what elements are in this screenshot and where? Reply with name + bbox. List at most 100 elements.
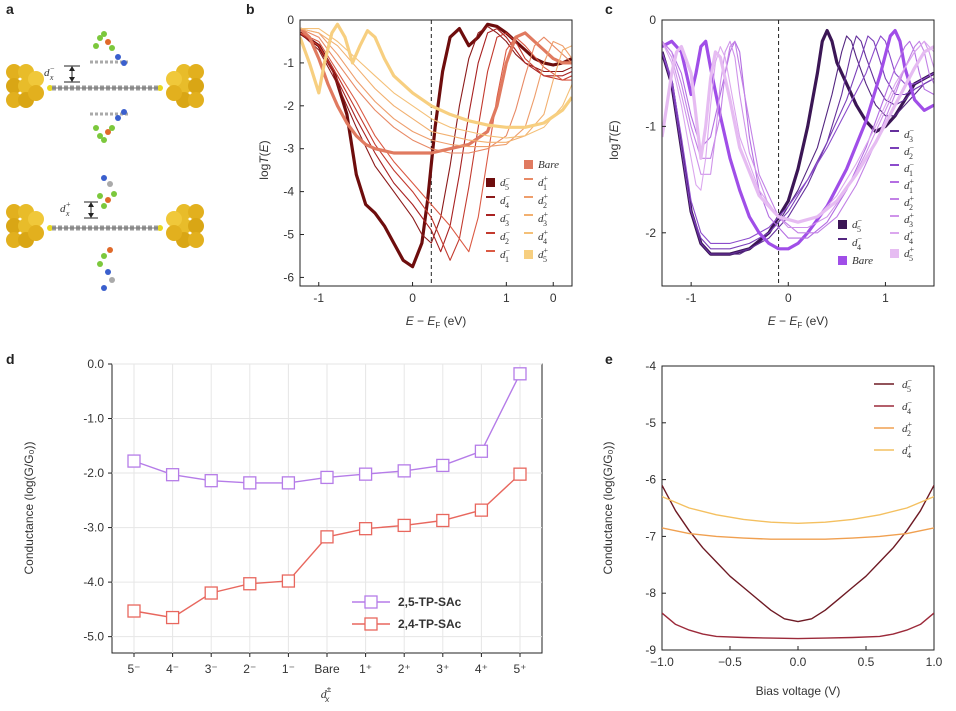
series-line-d2+ [662, 527, 934, 540]
x-tick-label: 1⁻ [282, 662, 295, 676]
chart-c-frame [661, 19, 935, 287]
legend-marker [364, 595, 378, 609]
series-line-d5- [300, 22, 572, 269]
data-point-marker [436, 513, 450, 528]
data-point-marker [474, 503, 489, 517]
y-tick-label: -5 [283, 228, 294, 242]
chart-d-grid [112, 363, 542, 653]
series-line-d4- [662, 612, 934, 640]
series-line-d4+ [662, 495, 934, 524]
series-line-d1+ [300, 28, 572, 154]
data-point-marker [320, 530, 334, 544]
legend-swatch [838, 220, 847, 229]
molecular-junction-illustration: d− x [6, 31, 204, 291]
chart-e-frame [661, 365, 935, 651]
chart-c-legend: d− 5d− 4 Bare d− 3d− 2d− 1d+ 1d+ 2d+ 3d+ 4d+ 5 [838, 126, 915, 267]
x-tick-label: 1.0 [926, 655, 943, 669]
ion-pair-below-top [90, 109, 130, 143]
series-line-d4- [300, 25, 572, 244]
y-tick-label: -3.0 [83, 521, 104, 535]
series-line-d5+ [662, 44, 934, 224]
data-point-marker [358, 522, 373, 536]
legend-item-label: d+ 5 [538, 246, 549, 264]
chart-c-series-group [662, 20, 934, 286]
series-line-d3- [300, 28, 572, 253]
chart-c-ticks: -1 0 1 0 -1 -2 [645, 13, 889, 305]
legend-item-label: d+ 1 [538, 174, 549, 192]
y-tick-label: -8 [645, 586, 656, 600]
series-line-d2+ [300, 28, 572, 148]
data-point-marker [436, 458, 450, 473]
data-point-marker [127, 454, 141, 468]
legend-item-label: d+ 2 [902, 420, 913, 438]
x-tick-label: Bare [314, 662, 340, 676]
legend-swatch [524, 250, 533, 259]
legend-swatch [890, 215, 899, 217]
data-point-marker [127, 604, 141, 618]
chart-d-ylabel: Conductance (log(G/G₀)) [22, 441, 36, 574]
x-tick-label: 3⁺ [436, 662, 449, 676]
legend-item-label: d− 5 [500, 174, 511, 192]
chart-e-xlabel: Bias voltage (V) [756, 684, 841, 698]
legend-item-label: d+ 4 [902, 442, 913, 460]
chart-e: −1.0 −0.5 0.0 0.5 1.0-4-5-6-7-8-9 d− 5d− 4d+ 2d… [601, 359, 943, 698]
x-tick-label: 4⁺ [475, 662, 488, 676]
legend-item-label: d− 4 [500, 192, 511, 210]
x-tick-label: 2⁻ [243, 662, 256, 676]
panel-letter-d: d [6, 351, 15, 367]
legend-swatch [890, 130, 899, 132]
dx-minus-marker: d− x [44, 64, 80, 83]
chart-d-xlabel: d± x [321, 685, 332, 704]
y-tick-label: 0.0 [87, 357, 104, 371]
series-line-d4+ [300, 28, 572, 139]
chart-e-ylabel: Conductance (log(G/G₀)) [601, 441, 615, 574]
legend-swatch [890, 249, 899, 258]
gold-electrode-right-bottom [166, 204, 204, 248]
y-tick-label: -2.0 [83, 466, 104, 480]
legend-swatch [486, 178, 495, 187]
data-point-marker [204, 474, 218, 488]
legend-swatch [890, 164, 899, 166]
legend-swatch [838, 256, 847, 265]
panel-letter-e: e [605, 351, 613, 367]
legend-item-label: d+ 3 [904, 211, 915, 229]
legend-item-label: d− 1 [500, 246, 511, 264]
y-tick-label: -5 [645, 416, 656, 430]
data-point-marker [513, 467, 527, 481]
chart-d-legend: 2,5-TP-SAc 2,4-TP-SAc [352, 595, 462, 631]
x-tick-label: −0.5 [718, 655, 742, 669]
data-point-marker [474, 444, 489, 458]
legend-item-label: Bare [852, 255, 873, 267]
y-tick-label: -4 [645, 359, 656, 373]
data-point-marker [243, 476, 257, 490]
legend-swatch [524, 196, 533, 198]
data-point-marker [281, 476, 296, 490]
legend-item-label: 2,4-TP-SAc [398, 617, 462, 631]
data-point-marker [397, 464, 411, 478]
junction-top: d− x [6, 31, 204, 143]
series-line-d5- [662, 484, 934, 623]
y-tick-label: -1.0 [83, 412, 104, 426]
legend-item-label: d+ 3 [538, 210, 549, 228]
gold-electrode-left-bottom [6, 204, 44, 248]
data-point-marker [513, 367, 527, 381]
legend-item-label: d+ 5 [904, 245, 915, 263]
legend-item-label: d− 2 [500, 228, 511, 246]
x-tick-label: -1 [313, 291, 324, 305]
legend-swatch [486, 232, 495, 234]
gold-electrode-left-top [6, 64, 44, 108]
chart-b-xlabel: E − EF (eV) [406, 314, 467, 330]
chart-b-ticks: -1 0 1 0 0 -1 -2 -3 -4 -5 -6 [283, 13, 557, 305]
legend-item-label: d+ 4 [538, 228, 549, 246]
x-tick-label: 1⁺ [359, 662, 372, 676]
x-tick-label: 0.0 [790, 655, 807, 669]
x-tick-label: 0.5 [858, 655, 875, 669]
chart-b-series-group [300, 20, 572, 286]
panel-letter-c: c [605, 1, 613, 17]
x-tick-label: 0 [785, 291, 792, 305]
legend-swatch [486, 250, 495, 252]
chart-b-frame [299, 19, 573, 287]
legend-item-label: d− 4 [852, 234, 863, 252]
data-point-marker [320, 470, 334, 485]
